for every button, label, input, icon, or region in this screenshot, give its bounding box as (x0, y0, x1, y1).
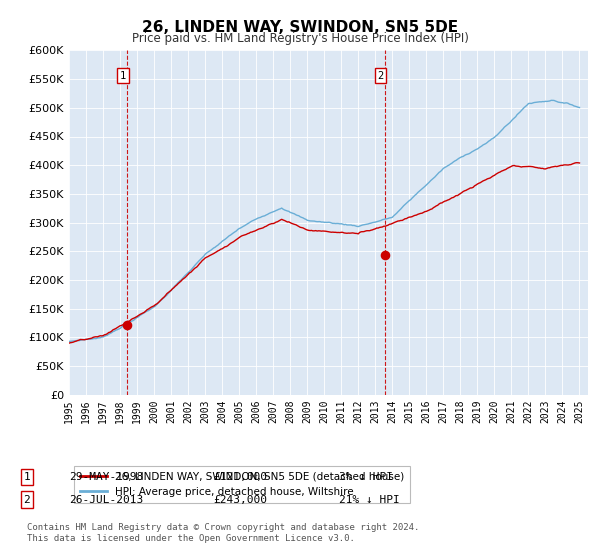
Text: 29-MAY-1998: 29-MAY-1998 (69, 472, 143, 482)
Point (122, 321, 132, 330)
Text: Contains HM Land Registry data © Crown copyright and database right 2024.
This d: Contains HM Land Registry data © Crown c… (27, 524, 419, 543)
Text: 2: 2 (377, 71, 384, 81)
Text: 3% ↓ HPI: 3% ↓ HPI (339, 472, 393, 482)
Text: £121,000: £121,000 (213, 472, 267, 482)
Text: 26, LINDEN WAY, SWINDON, SN5 5DE: 26, LINDEN WAY, SWINDON, SN5 5DE (142, 20, 458, 35)
Text: 26-JUL-2013: 26-JUL-2013 (69, 494, 143, 505)
Text: 2: 2 (23, 494, 31, 505)
Legend: 26, LINDEN WAY, SWINDON, SN5 5DE (detached house), HPI: Average price, detached : 26, LINDEN WAY, SWINDON, SN5 5DE (detach… (74, 465, 410, 503)
Text: 1: 1 (119, 71, 126, 81)
Text: Price paid vs. HM Land Registry's House Price Index (HPI): Price paid vs. HM Land Registry's House … (131, 32, 469, 45)
Point (380, 251, 390, 260)
Text: 1: 1 (23, 472, 31, 482)
Text: 21% ↓ HPI: 21% ↓ HPI (339, 494, 400, 505)
Text: £243,000: £243,000 (213, 494, 267, 505)
